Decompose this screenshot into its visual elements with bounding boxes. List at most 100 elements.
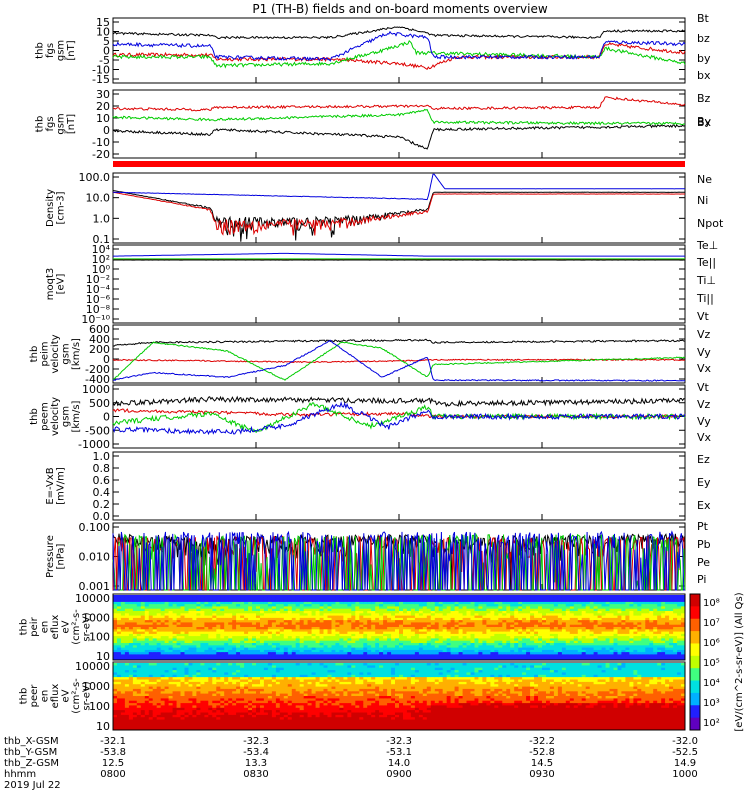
spectrogram-cell xyxy=(430,620,436,623)
spectrogram-cell xyxy=(621,633,626,637)
spectrogram-cell xyxy=(538,645,543,649)
spectrogram-cell xyxy=(371,647,376,651)
spectrogram-cell xyxy=(569,617,575,621)
spectrogram-cell xyxy=(565,622,571,626)
spectrogram-cell xyxy=(204,654,209,658)
spectrogram-cell xyxy=(601,613,607,617)
spectrogram-cell xyxy=(375,622,380,626)
spectrogram-cell xyxy=(295,599,301,603)
spectrogram-cell xyxy=(498,649,503,653)
spectrogram-cell xyxy=(140,622,146,626)
spectrogram-cell xyxy=(327,620,332,623)
spectrogram-cell xyxy=(561,631,567,635)
spectrogram-cell xyxy=(307,640,313,644)
spectrogram-cell xyxy=(653,597,658,601)
spectrogram-cell xyxy=(117,672,122,676)
spectrogram-cell xyxy=(514,631,519,635)
spectrogram-cell xyxy=(244,624,249,628)
spectrogram-cell xyxy=(144,684,150,688)
spectrogram-cell xyxy=(355,622,360,626)
spectrogram-cell xyxy=(522,640,527,644)
spectrogram-cell xyxy=(494,597,499,601)
spectrogram-cell xyxy=(307,649,313,653)
spectrogram-cell xyxy=(228,608,233,612)
spectrogram-cell xyxy=(128,631,134,635)
spectrogram-cell xyxy=(176,624,182,628)
y-axis-label-line: thb xyxy=(34,42,45,59)
spectrogram-cell xyxy=(263,604,269,607)
spectrogram-cell xyxy=(434,613,440,617)
spectrogram-cell xyxy=(172,726,178,730)
spectrogram-cell xyxy=(196,652,201,655)
spectrogram-cell xyxy=(327,645,332,649)
spectrogram-cell xyxy=(406,645,412,649)
spectrogram-cell xyxy=(403,620,408,623)
spectrogram-cell xyxy=(176,640,182,644)
spectrogram-cell xyxy=(442,643,448,646)
spectrogram-cell xyxy=(351,656,356,660)
spectrogram-cell xyxy=(434,643,440,646)
spectrogram-cell xyxy=(299,638,305,642)
spectrogram-cell xyxy=(371,631,376,635)
spectrogram-cell xyxy=(478,611,483,614)
spectrogram-cell xyxy=(665,647,670,651)
spectrogram-cell xyxy=(375,611,380,614)
spectrogram-cell xyxy=(526,615,531,619)
spectrogram-cell xyxy=(649,636,654,639)
spectrogram-cell xyxy=(160,638,166,642)
spectrogram-cell xyxy=(621,599,626,603)
spectrogram-cell xyxy=(446,608,452,612)
spectrogram-cell xyxy=(442,620,448,623)
spectrogram-cell xyxy=(196,698,201,702)
spectrogram-cell xyxy=(113,638,118,642)
spectrogram-cell xyxy=(454,645,460,649)
spectrogram-cell xyxy=(184,672,189,676)
spectrogram-cell xyxy=(637,636,642,639)
spectrogram-cell xyxy=(601,652,607,655)
spectrogram-cell xyxy=(260,643,265,646)
spectrogram-cell xyxy=(625,638,630,642)
spectrogram-cell xyxy=(410,638,416,642)
spectrogram-cell xyxy=(621,624,626,628)
spectrogram-cell xyxy=(180,622,185,626)
spectrogram-cell xyxy=(132,617,138,621)
spectrogram-cell xyxy=(506,645,511,649)
spectrogram-cell xyxy=(478,597,483,601)
spectrogram-cell xyxy=(601,638,607,642)
spectrogram-cell xyxy=(192,707,197,711)
spectrogram-cell xyxy=(192,721,197,725)
spectrogram-cell xyxy=(335,649,340,653)
spectrogram-cell xyxy=(148,652,154,655)
spectrogram-cell xyxy=(625,652,630,655)
spectrogram-cell xyxy=(339,649,344,653)
spectrogram-cell xyxy=(510,654,515,658)
spectrogram-cell xyxy=(128,714,134,718)
spectrogram-cell xyxy=(522,601,527,605)
spectrogram-cell xyxy=(327,638,332,642)
spectrogram-cell xyxy=(172,654,178,658)
spectrogram-cell xyxy=(371,638,376,642)
spectrogram-cell xyxy=(474,640,479,644)
spectrogram-cell xyxy=(474,608,479,612)
spectrogram-cell xyxy=(462,652,468,655)
spectrogram-cell xyxy=(522,636,527,639)
spectrogram-cell xyxy=(522,649,527,653)
spectrogram-cell xyxy=(124,649,130,653)
spectrogram-cell xyxy=(510,608,515,612)
spectrogram-cell xyxy=(132,631,138,635)
spectrogram-cell xyxy=(649,624,654,628)
spectrogram-cell xyxy=(403,652,408,655)
spectrogram-cell xyxy=(542,649,547,653)
spectrogram-cell xyxy=(136,688,142,692)
spectrogram-cell xyxy=(561,647,567,651)
spectrogram-cell xyxy=(113,672,118,676)
spectrogram-cell xyxy=(287,611,293,614)
spectrogram-cell xyxy=(561,645,567,649)
spectrogram-cell xyxy=(144,649,150,653)
spectrogram-cell xyxy=(327,595,332,598)
spectrogram-cell xyxy=(236,606,241,610)
spectrogram-cell xyxy=(430,599,436,603)
spectrogram-cell xyxy=(152,606,158,610)
spectrogram-cell xyxy=(152,665,158,669)
spectrogram-cell xyxy=(168,693,174,697)
